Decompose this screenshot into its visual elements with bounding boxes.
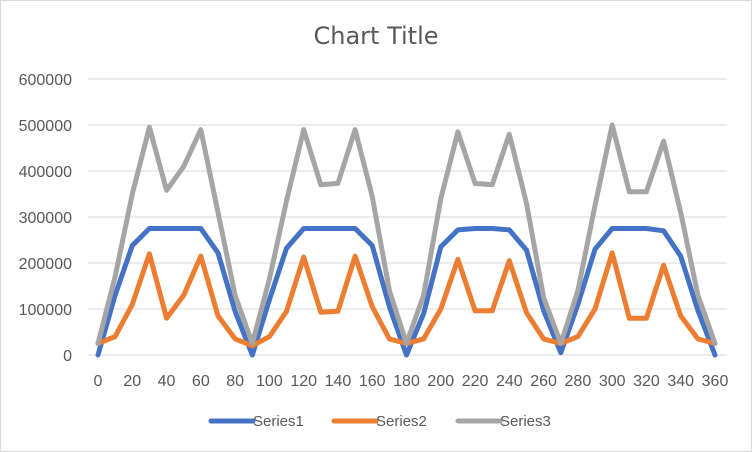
- x-tick-label: 80: [226, 373, 244, 390]
- gridlines: [88, 78, 727, 356]
- legend-label-3: Series3: [500, 413, 551, 430]
- x-tick-label: 140: [325, 373, 352, 390]
- y-tick-label: 200000: [19, 256, 72, 273]
- legend-label-2: Series2: [376, 413, 427, 430]
- x-tick-label: 160: [359, 373, 386, 390]
- y-tick-label: 400000: [19, 164, 72, 181]
- x-tick-label: 320: [633, 373, 660, 390]
- x-tick-label: 340: [667, 373, 694, 390]
- x-tick-label: 0: [94, 373, 103, 390]
- x-tick-label: 300: [599, 373, 626, 390]
- x-tick-label: 260: [530, 373, 557, 390]
- chart-title: Chart Title: [313, 22, 438, 50]
- series-lines: [95, 122, 718, 358]
- legend-label-1: Series1: [253, 413, 304, 430]
- y-tick-label: 600000: [19, 72, 72, 89]
- y-tick-label: 500000: [19, 118, 72, 135]
- x-tick-label: 180: [393, 373, 420, 390]
- x-axis-tick-labels: 0 20 40 60 80 100 120 140 160 180 200 220 240 260 280 3…: [94, 373, 729, 390]
- x-tick-label: 200: [427, 373, 454, 390]
- x-tick-label: 20: [123, 373, 141, 390]
- x-tick-label: 100: [256, 373, 283, 390]
- x-tick-label: 240: [496, 373, 523, 390]
- series-line-2: [95, 250, 718, 349]
- legend: Series1 Series2 Series3: [208, 413, 551, 430]
- x-tick-label: 220: [462, 373, 489, 390]
- y-tick-label: 300000: [19, 210, 72, 227]
- series-line-1: [95, 226, 718, 358]
- x-tick-label: 60: [192, 373, 210, 390]
- y-axis-tick-labels: 0 100000 200000 300000 400000 500000 600000: [19, 72, 72, 365]
- x-tick-label: 120: [290, 373, 317, 390]
- x-tick-label: 280: [565, 373, 592, 390]
- y-tick-label: 0: [63, 348, 72, 365]
- x-tick-label: 40: [158, 373, 176, 390]
- x-tick-label: 360: [702, 373, 729, 390]
- series-line-3: [95, 122, 718, 346]
- y-tick-label: 100000: [19, 302, 72, 319]
